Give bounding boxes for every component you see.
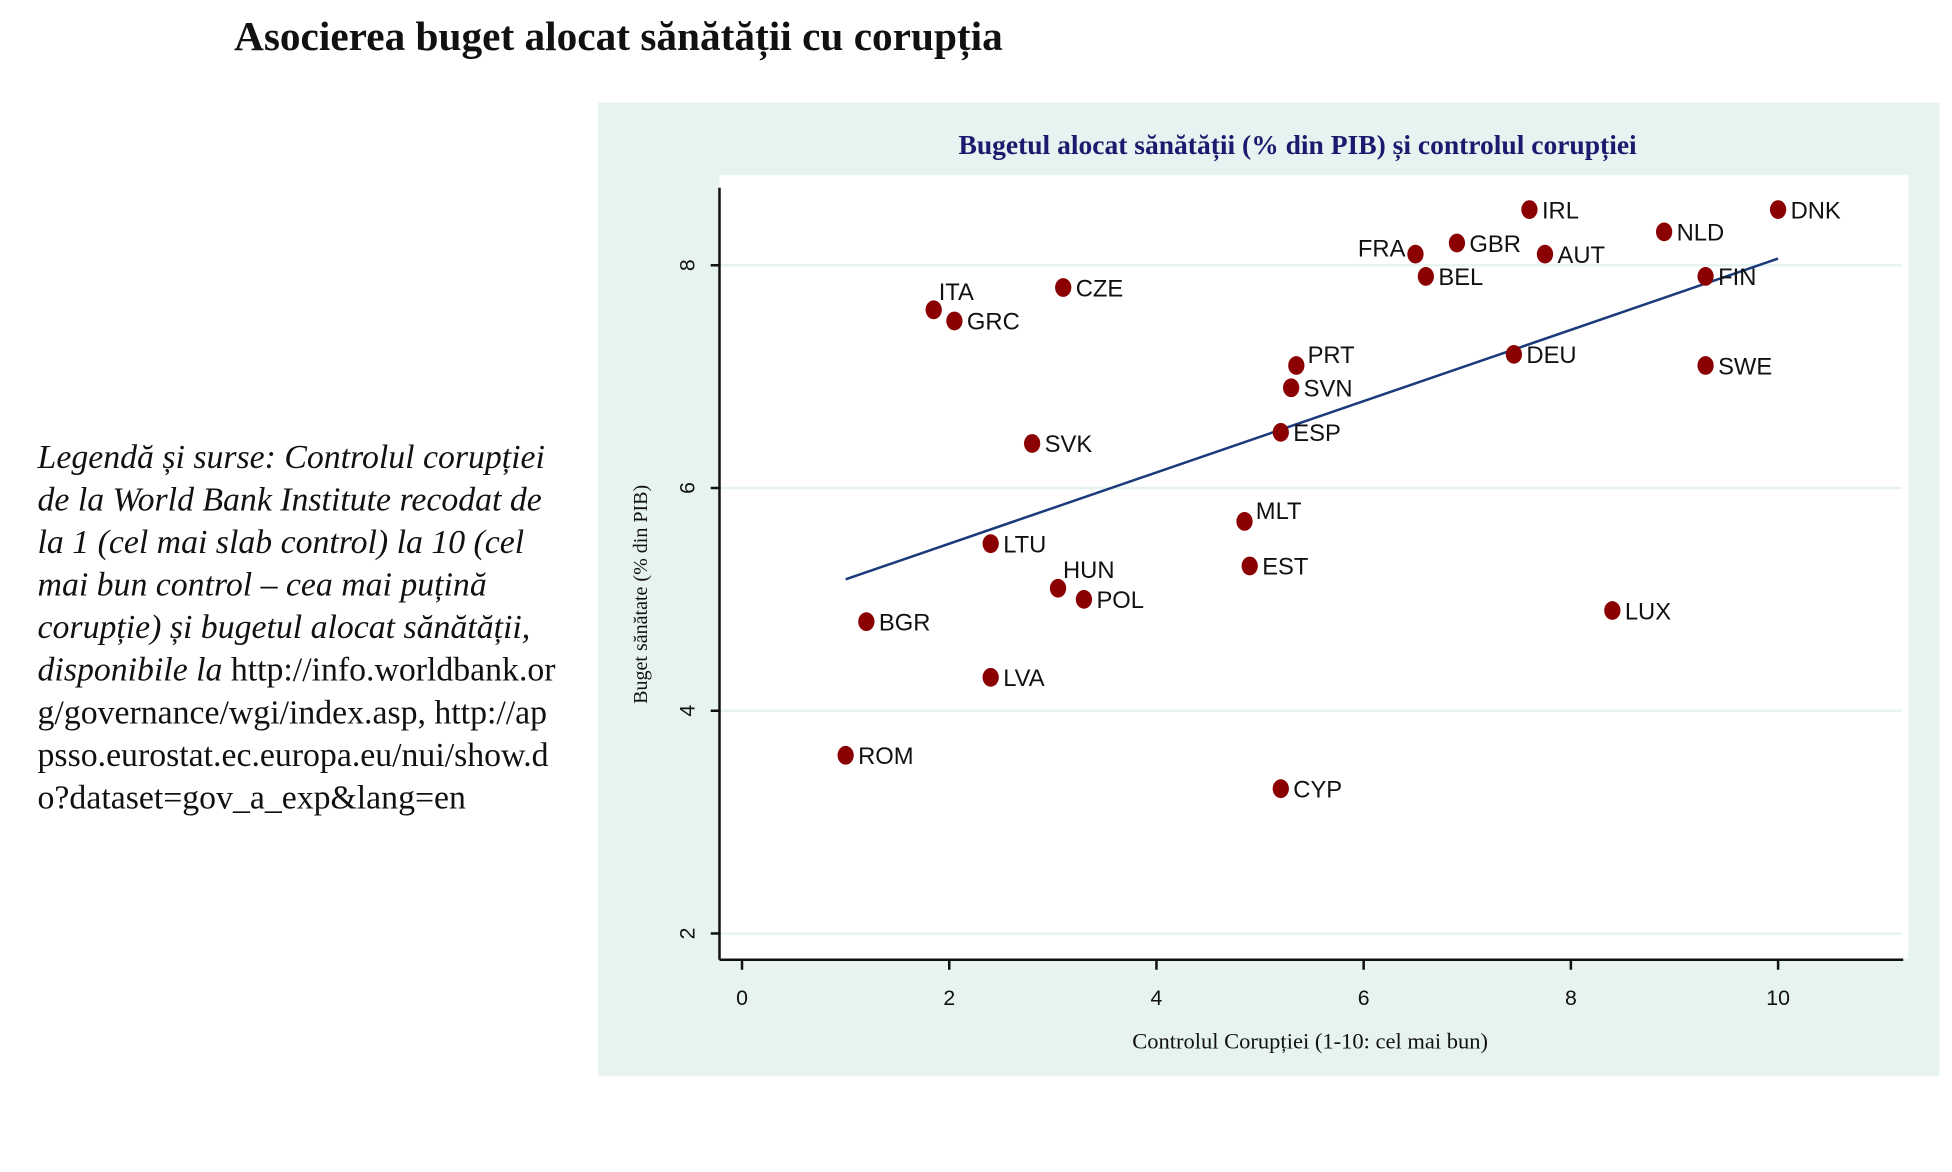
- point-dnk: [1769, 200, 1787, 219]
- point-label: ROM: [858, 743, 913, 770]
- y-tick-label: 2: [675, 928, 699, 940]
- point-label: NLD: [1677, 220, 1725, 247]
- point-label: CZE: [1076, 275, 1124, 302]
- point-label: ITA: [939, 279, 974, 306]
- point-irl: [1521, 200, 1538, 219]
- point-label: BEL: [1438, 264, 1483, 291]
- plot-area: [719, 175, 1909, 959]
- x-axis-label: Controlul Corupției (1-10: cel mai bun): [1132, 1029, 1488, 1054]
- point-label: GRC: [967, 309, 1020, 336]
- point-label: HUN: [1063, 557, 1115, 584]
- source-urls: http://info.worldbank.org/governance/wgi…: [37, 650, 556, 816]
- point-label: LUX: [1625, 598, 1671, 625]
- point-mlt: [1236, 512, 1253, 531]
- x-tick-label: 2: [943, 986, 955, 1010]
- y-axis-label: Buget sănătate (% din PIB): [630, 485, 652, 704]
- point-svn: [1283, 378, 1300, 398]
- point-grc: [946, 311, 963, 331]
- y-tick-label: 4: [675, 705, 699, 717]
- point-prt: [1288, 356, 1305, 375]
- x-tick-label: 0: [736, 986, 748, 1010]
- point-aut: [1536, 244, 1554, 264]
- point-swe: [1697, 356, 1714, 375]
- x-tick-label: 4: [1151, 986, 1163, 1010]
- point-label: EST: [1262, 554, 1308, 581]
- point-ltu: [982, 534, 999, 554]
- point-bgr: [858, 612, 875, 632]
- y-tick-label: 6: [675, 482, 699, 494]
- point-label: SVN: [1304, 376, 1353, 403]
- point-label: MLT: [1256, 498, 1302, 525]
- x-tick-label: 8: [1565, 986, 1577, 1010]
- point-deu: [1505, 344, 1523, 364]
- point-lux: [1604, 601, 1621, 620]
- point-label: AUT: [1557, 242, 1605, 269]
- point-label: SWE: [1718, 353, 1772, 380]
- x-tick-label: 10: [1766, 986, 1790, 1010]
- x-tick-label: 6: [1358, 986, 1370, 1010]
- point-rom: [837, 745, 854, 765]
- point-label: IRL: [1542, 197, 1579, 224]
- point-label: GBR: [1469, 231, 1521, 258]
- point-gbr: [1448, 233, 1466, 253]
- point-label: ESP: [1293, 420, 1341, 447]
- point-label: CYP: [1293, 776, 1342, 803]
- point-label: LTU: [1003, 531, 1046, 558]
- fit-line: [845, 257, 1779, 581]
- point-lva: [982, 667, 999, 687]
- point-label: LVA: [1003, 665, 1045, 692]
- point-label: FIN: [1718, 264, 1756, 291]
- point-cyp: [1272, 779, 1289, 799]
- point-pol: [1075, 589, 1093, 609]
- point-label: FRA: [1358, 236, 1406, 263]
- point-est: [1241, 556, 1258, 576]
- point-fra: [1407, 244, 1424, 264]
- legend-text: Legendă și surse: Controlul corupției de…: [37, 437, 545, 689]
- point-label: DEU: [1526, 342, 1576, 369]
- point-hun: [1049, 578, 1067, 598]
- point-esp: [1272, 422, 1289, 442]
- y-tick-label: 8: [675, 259, 699, 271]
- point-label: DNK: [1791, 197, 1841, 224]
- point-ita: [925, 300, 942, 320]
- point-label: SVK: [1045, 431, 1093, 458]
- point-svk: [1023, 434, 1041, 453]
- point-label: POL: [1096, 587, 1144, 614]
- point-bel: [1417, 267, 1434, 286]
- page-title: Asocierea buget alocat sănătății cu coru…: [233, 15, 1003, 61]
- point-label: PRT: [1308, 342, 1355, 369]
- point-label: BGR: [879, 609, 931, 636]
- chart-title: Bugetul alocat sănătății (% din PIB) și …: [958, 129, 1637, 161]
- point-nld: [1655, 222, 1673, 242]
- legend-sources: Legendă și surse: Controlul corupției de…: [38, 435, 564, 818]
- point-fin: [1697, 267, 1714, 286]
- point-cze: [1055, 278, 1072, 297]
